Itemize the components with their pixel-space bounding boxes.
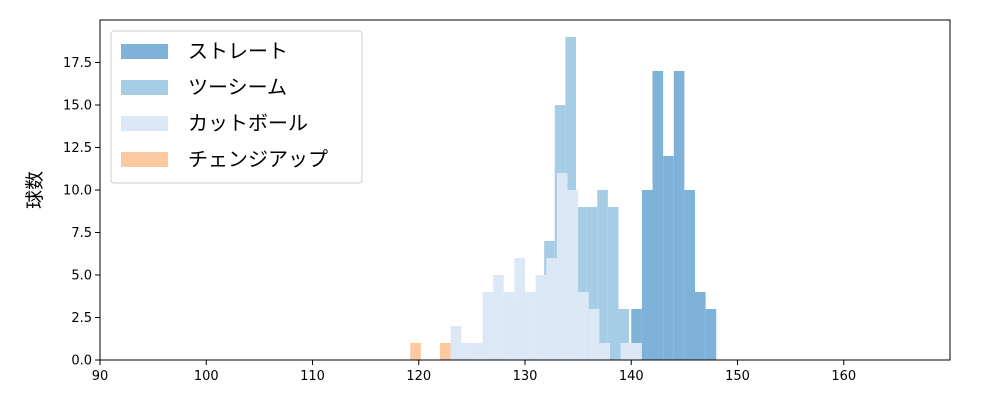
legend-swatch	[121, 44, 168, 59]
x-tick-label: 150	[725, 369, 750, 384]
histogram-bar	[450, 326, 462, 360]
histogram-bar	[461, 343, 472, 360]
histogram-bar	[631, 343, 642, 360]
histogram-bar	[514, 258, 526, 360]
histogram-bar	[586, 207, 598, 360]
histogram-bar	[578, 292, 589, 360]
histogram-bar	[618, 309, 630, 360]
x-axis: 90 100 110 120 130 140 150 160	[92, 360, 856, 384]
y-axis: 0.0 2.5 5.0 7.5 10.0 12.5 15.0 17.5	[63, 56, 100, 369]
legend-item: カットボール	[121, 111, 308, 135]
histogram-bar	[482, 292, 494, 360]
histogram-bar	[440, 343, 451, 360]
histogram-bar	[493, 275, 504, 360]
histogram-bar	[599, 343, 611, 360]
y-tick-label: 2.5	[71, 311, 92, 326]
legend-item: ストレート	[121, 39, 288, 63]
y-tick-label: 7.5	[71, 226, 92, 241]
histogram-bar	[471, 343, 483, 360]
histogram-bar	[631, 309, 642, 360]
histogram-bar	[684, 190, 696, 360]
histogram-bar	[556, 173, 568, 360]
histogram-bar	[607, 207, 619, 360]
histogram-bar	[546, 258, 557, 360]
y-axis-label: 球数	[24, 171, 46, 209]
y-tick-label: 15.0	[63, 99, 92, 114]
histogram-bar	[525, 292, 536, 360]
legend-box	[110, 30, 363, 184]
x-tick-label: 100	[194, 369, 219, 384]
y-tick-label: 0.0	[71, 354, 92, 369]
x-tick-label: 90	[92, 369, 109, 384]
histogram-bar	[695, 292, 706, 360]
x-tick-label: 130	[513, 369, 538, 384]
x-tick-label: 140	[619, 369, 644, 384]
histogram-bar	[620, 343, 632, 360]
legend-item: ツーシーム	[121, 75, 287, 99]
histogram-bar	[673, 71, 685, 360]
histogram-bar	[503, 292, 515, 360]
histogram-bar	[641, 190, 653, 360]
legend-label: カットボール	[188, 111, 308, 135]
legend-swatch	[121, 152, 168, 167]
histogram-bar	[535, 275, 547, 360]
legend-label: ツーシーム	[188, 75, 287, 99]
x-tick-label: 120	[406, 369, 431, 384]
y-tick-label: 5.0	[71, 269, 92, 284]
y-tick-label: 10.0	[63, 184, 92, 199]
bars-layer	[410, 37, 717, 360]
y-tick-label: 12.5	[63, 141, 92, 156]
series-4	[410, 343, 451, 360]
histogram-bar	[652, 71, 664, 360]
histogram-bar	[576, 207, 587, 360]
histogram-bar	[588, 309, 600, 360]
legend-item: チェンジアップ	[121, 147, 328, 171]
x-tick-label: 110	[300, 369, 325, 384]
histogram-bar	[663, 156, 674, 360]
legend-label: チェンジアップ	[188, 147, 328, 171]
legend-label: ストレート	[188, 39, 288, 63]
histogram-bar	[567, 190, 579, 360]
legend-swatch	[121, 80, 168, 95]
histogram-bar	[705, 309, 717, 360]
histogram-bar	[597, 190, 608, 360]
legend-swatch	[121, 116, 168, 131]
series-3	[450, 173, 642, 360]
x-tick-label: 160	[831, 369, 856, 384]
histogram-bar	[410, 343, 421, 360]
y-tick-label: 17.5	[63, 56, 92, 71]
